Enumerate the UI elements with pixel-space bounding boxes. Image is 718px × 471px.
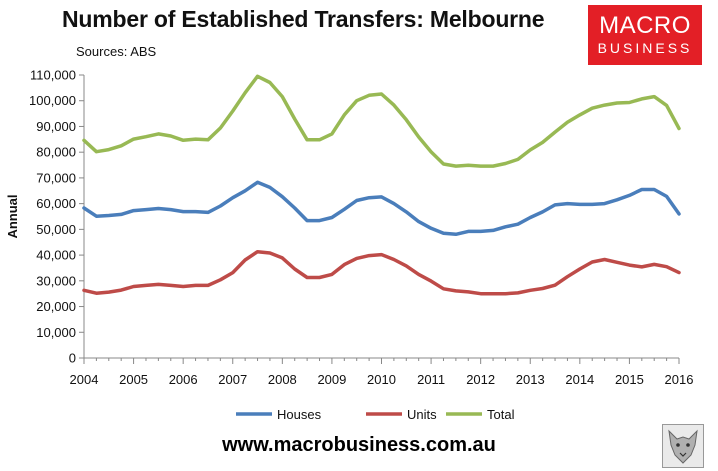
y-tick-label: 60,000: [36, 196, 76, 211]
y-tick-label: 20,000: [36, 299, 76, 314]
y-tick-label: 50,000: [36, 222, 76, 237]
footer-url[interactable]: www.macrobusiness.com.au: [222, 434, 496, 456]
x-tick-label: 2004: [70, 372, 99, 387]
x-tick-label: 2011: [417, 372, 445, 387]
logo-line-macro: MACRO: [599, 12, 691, 39]
y-axis-label: Annual: [5, 194, 20, 238]
chart-title: Number of Established Transfers: Melbour…: [62, 6, 545, 32]
macrobusiness-logo: MACRO BUSINESS: [588, 5, 702, 65]
chart-legend: Houses Units Total: [236, 407, 515, 422]
y-tick-label: 90,000: [36, 119, 76, 134]
y-tick-label: 30,000: [36, 273, 76, 288]
y-tick-label: 100,000: [29, 93, 76, 108]
x-tick-label: 2005: [119, 372, 148, 387]
x-tick-label: 2006: [169, 372, 198, 387]
chart-subtitle: Sources: ABS: [76, 44, 157, 59]
x-tick-label: 2016: [665, 372, 694, 387]
x-tick-label: 2007: [218, 372, 247, 387]
logo-line-business: BUSINESS: [597, 40, 693, 56]
series-line-houses: [82, 180, 681, 237]
y-tick-label: 10,000: [36, 325, 76, 340]
x-tick-label: 2015: [615, 372, 644, 387]
series-line-units: [82, 249, 681, 296]
chart-axes: 0 10,000 20,000 30,000 40,000 50,000 60,000 70,…: [5, 68, 693, 388]
y-tick-label: 80,000: [36, 145, 76, 160]
x-tick-label: 2014: [565, 372, 594, 387]
y-tick-label: 110,000: [30, 68, 76, 83]
legend-label-total: Total: [487, 407, 515, 422]
legend-label-units: Units: [407, 407, 437, 422]
x-tick-label: 2013: [516, 372, 545, 387]
series-line-total: [82, 74, 681, 168]
y-tick-label: 40,000: [36, 248, 76, 263]
legend-label-houses: Houses: [277, 407, 322, 422]
chart-lines: [82, 74, 681, 296]
wolf-mascot-icon: [662, 424, 704, 468]
y-tick-label: 0: [69, 351, 76, 366]
x-tick-label: 2012: [466, 372, 495, 387]
x-tick-label: 2010: [367, 372, 396, 387]
x-tick-label: 2008: [268, 372, 297, 387]
x-tick-label: 2009: [317, 372, 346, 387]
y-tick-label: 70,000: [36, 170, 76, 185]
